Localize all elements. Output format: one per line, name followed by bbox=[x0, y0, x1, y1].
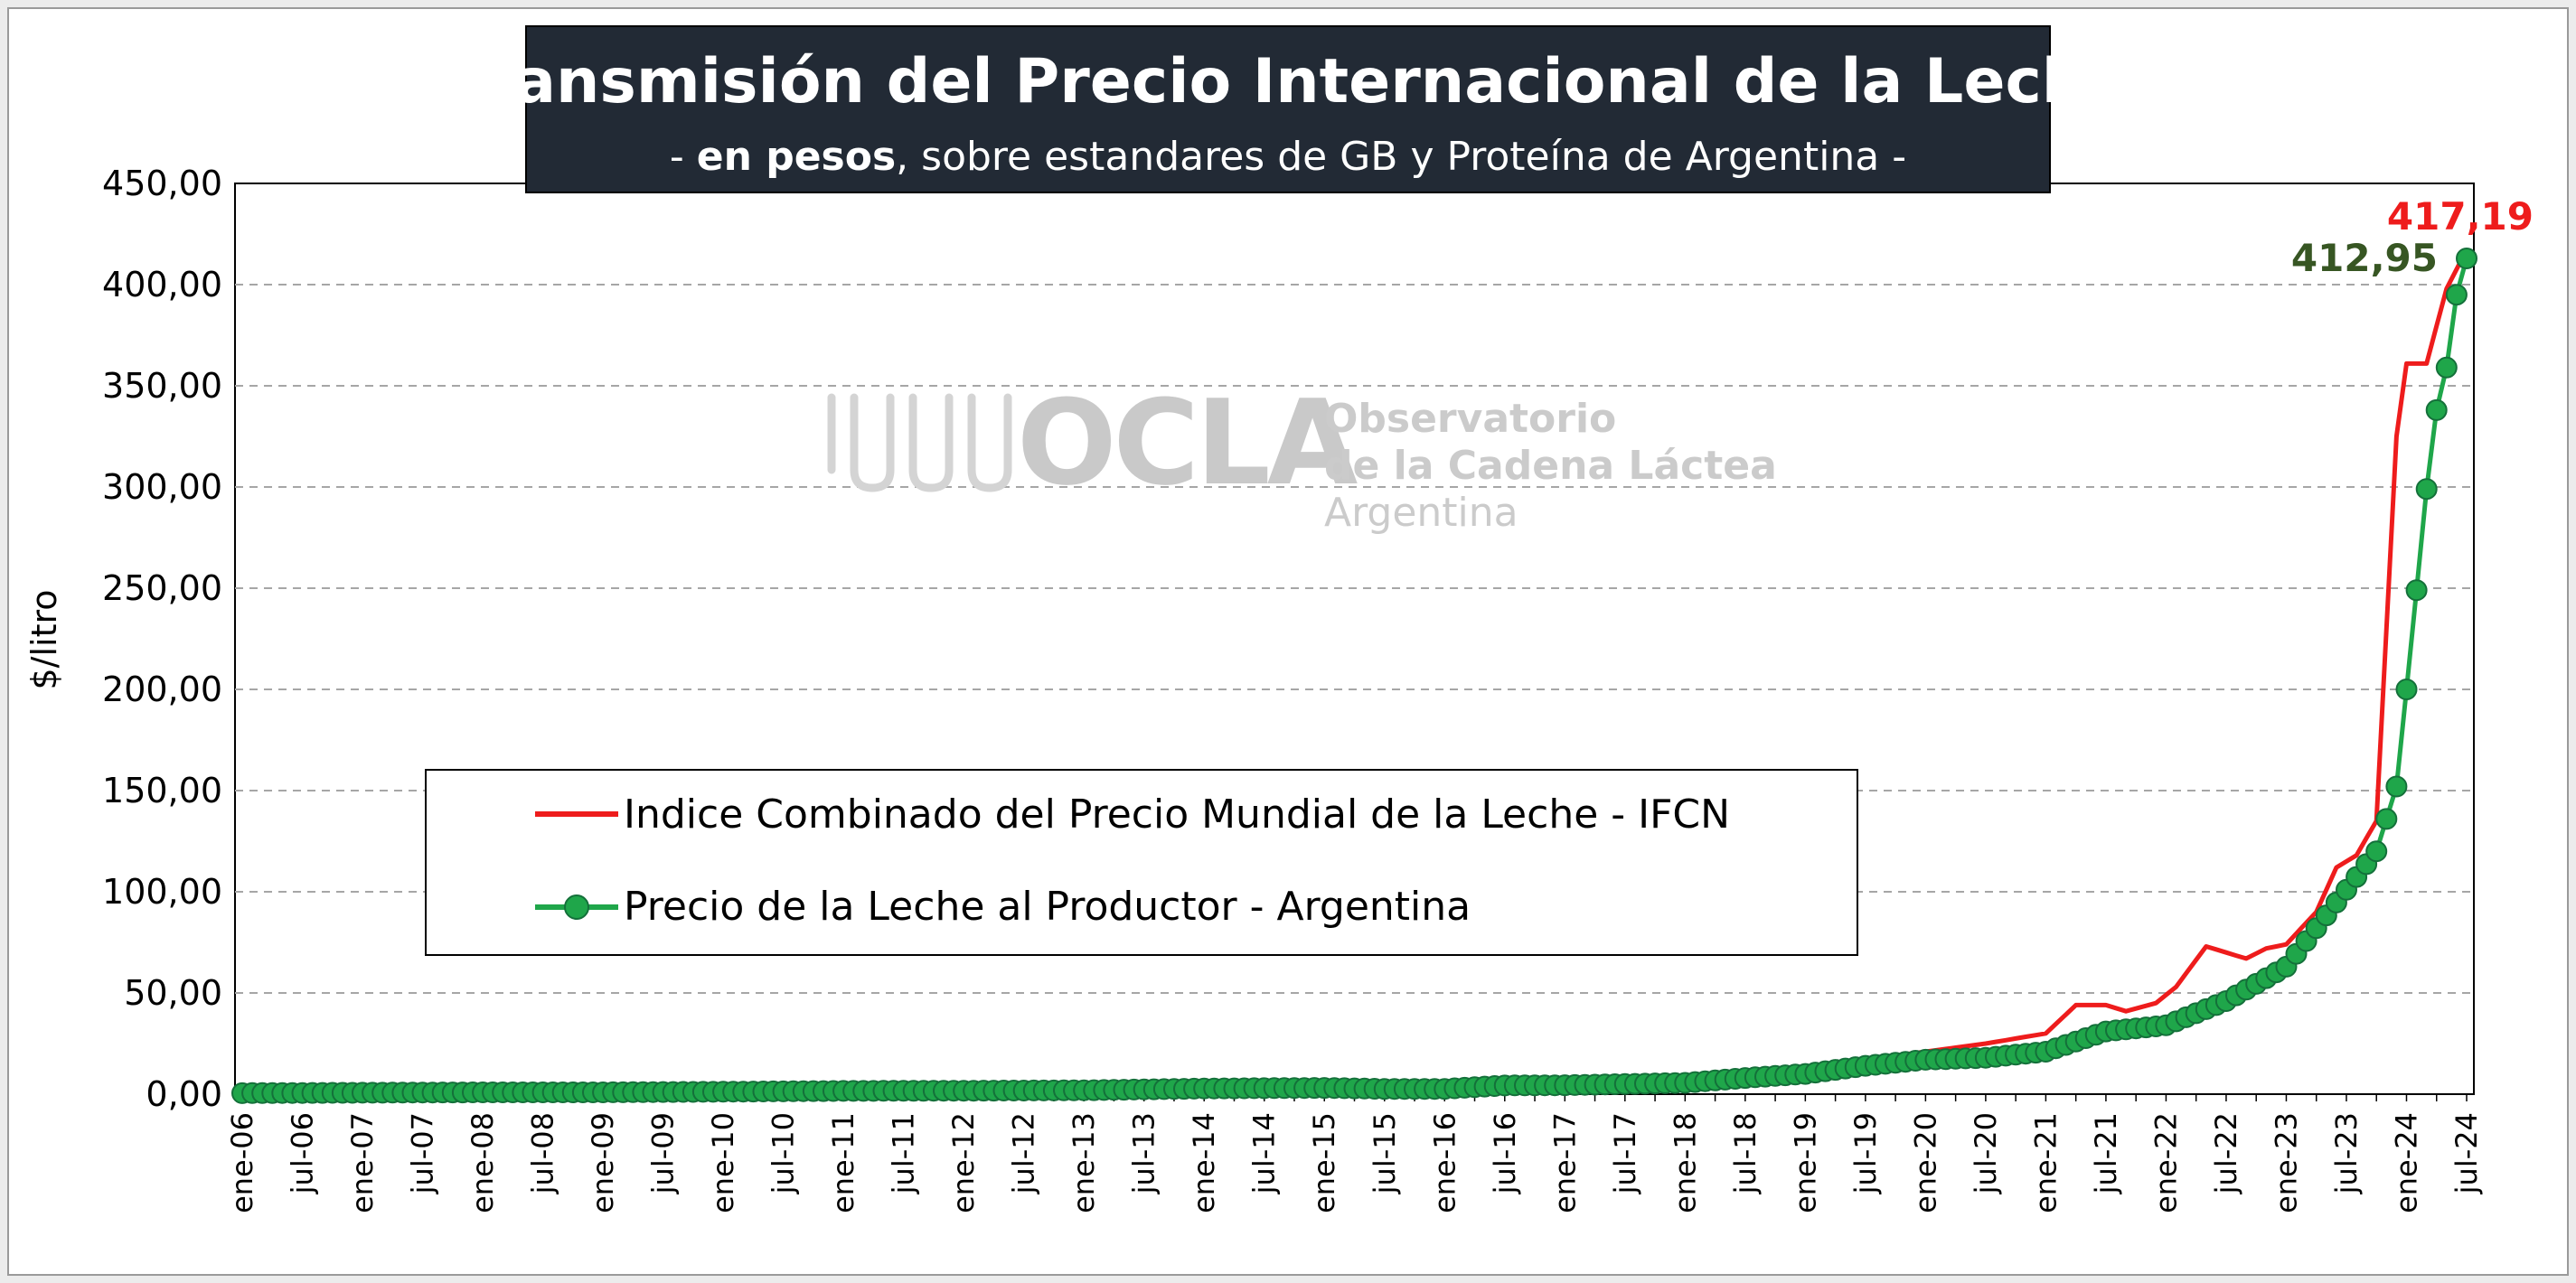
x-tick-label: ene-21 bbox=[2028, 1112, 2063, 1213]
x-tick-label: ene-06 bbox=[225, 1112, 259, 1213]
chart-subtitle: - en pesos, sobre estandares de GB y Pro… bbox=[670, 134, 1906, 180]
x-tick-label: jul-14 bbox=[1247, 1112, 1282, 1194]
x-tick-label: jul-17 bbox=[1608, 1112, 1642, 1194]
y-tick-label: 100,00 bbox=[102, 872, 222, 912]
y-tick-label: 250,00 bbox=[102, 568, 222, 608]
data-point bbox=[2405, 579, 2428, 602]
x-tick-label: ene-10 bbox=[706, 1112, 740, 1213]
x-tick-label: jul-12 bbox=[1007, 1112, 1041, 1194]
legend: Indice Combinado del Precio Mundial de l… bbox=[425, 769, 1858, 956]
x-tick-label: ene-08 bbox=[465, 1112, 500, 1213]
y-tick-label: 50,00 bbox=[124, 973, 222, 1013]
data-point bbox=[2415, 478, 2438, 501]
x-tick-label: ene-23 bbox=[2269, 1112, 2303, 1213]
x-tick-label: ene-17 bbox=[1547, 1112, 1582, 1213]
data-point bbox=[2395, 679, 2418, 700]
chart-title: Transmisión del Precio Internacional de … bbox=[449, 46, 2128, 117]
x-tick-label: jul-18 bbox=[1728, 1112, 1763, 1194]
x-tick-label: jul-11 bbox=[887, 1112, 921, 1194]
legend-label-ifcn: Indice Combinado del Precio Mundial de l… bbox=[624, 791, 1730, 838]
data-point bbox=[2456, 248, 2477, 269]
x-tick-label: ene-09 bbox=[586, 1112, 620, 1213]
series-layer bbox=[231, 248, 2477, 1104]
legend-marker-productor bbox=[564, 894, 589, 920]
x-tick-label: ene-12 bbox=[946, 1112, 981, 1213]
legend-label-productor: Precio de la Leche al Productor - Argent… bbox=[624, 884, 1471, 930]
x-tick-label: jul-21 bbox=[2089, 1112, 2123, 1194]
x-tick-label: ene-24 bbox=[2389, 1112, 2423, 1213]
data-point bbox=[2425, 398, 2448, 421]
x-tick-label: jul-19 bbox=[1848, 1112, 1883, 1194]
watermark-line3: Argentina bbox=[1324, 490, 1518, 536]
annotation-productor-last: 412,95 bbox=[2291, 236, 2438, 280]
x-tick-label: jul-20 bbox=[1969, 1112, 2003, 1194]
x-tick-label: jul-08 bbox=[526, 1112, 560, 1194]
x-tick-label: jul-06 bbox=[286, 1112, 320, 1194]
series-productor bbox=[231, 248, 2477, 1104]
watermark-line2: de la Cadena Láctea bbox=[1324, 443, 1777, 489]
x-tick-label: ene-22 bbox=[2148, 1112, 2183, 1213]
x-tick-label: jul-24 bbox=[2449, 1112, 2484, 1194]
watermark-line1: Observatorio bbox=[1324, 396, 1616, 442]
x-tick-label: jul-13 bbox=[1127, 1112, 1161, 1194]
ocla-watermark: OCLA Observatorio de la Cadena Láctea Ar… bbox=[827, 374, 1777, 536]
subtitle-prefix: - bbox=[670, 134, 697, 180]
y-tick-label: 200,00 bbox=[102, 670, 222, 709]
x-axis-ticks: ene-06 jul-06 ene-07 jul-07 ene-08 jul-08 ene-… bbox=[225, 1094, 2484, 1213]
data-point bbox=[2365, 840, 2388, 863]
x-tick-label: ene-19 bbox=[1788, 1112, 1822, 1213]
x-tick-label: jul-22 bbox=[2209, 1112, 2243, 1194]
subtitle-rest: , sobre estandares de GB y Proteína de A… bbox=[896, 134, 1906, 180]
x-tick-label: jul-07 bbox=[406, 1112, 440, 1194]
y-axis-label: $/litro bbox=[24, 589, 64, 689]
x-tick-label: ene-11 bbox=[826, 1112, 860, 1213]
x-tick-label: ene-13 bbox=[1067, 1112, 1101, 1213]
x-tick-label: ene-18 bbox=[1668, 1112, 1702, 1213]
data-point bbox=[2435, 356, 2458, 379]
x-tick-label: ene-16 bbox=[1427, 1112, 1462, 1213]
y-tick-label: 400,00 bbox=[102, 265, 222, 304]
data-point bbox=[2375, 808, 2398, 830]
y-tick-label: 300,00 bbox=[102, 467, 222, 507]
x-tick-label: jul-16 bbox=[1488, 1112, 1522, 1194]
x-tick-label: jul-15 bbox=[1368, 1112, 1402, 1194]
y-tick-label: 150,00 bbox=[102, 771, 222, 810]
data-point bbox=[2385, 775, 2408, 798]
subtitle-bold: en pesos bbox=[697, 134, 896, 180]
title-box: Transmisión del Precio Internacional de … bbox=[449, 25, 2128, 193]
data-point bbox=[2445, 284, 2468, 306]
y-tick-label: 0,00 bbox=[146, 1074, 222, 1114]
x-tick-label: jul-10 bbox=[766, 1112, 801, 1194]
watermark-logo-text: OCLA bbox=[1017, 374, 1358, 511]
plot-area bbox=[234, 183, 2475, 1095]
x-tick-label: jul-23 bbox=[2329, 1112, 2364, 1194]
y-tick-label: 350,00 bbox=[102, 366, 222, 406]
ocla-logo-icon bbox=[827, 393, 1012, 492]
x-tick-label: jul-09 bbox=[646, 1112, 681, 1194]
y-tick-label: 450,00 bbox=[102, 164, 222, 203]
x-tick-label: ene-07 bbox=[345, 1112, 380, 1213]
y-axis-ticks: 0,00 50,00 100,00 150,00 200,00 250,00 300,00 3… bbox=[102, 164, 222, 1114]
x-tick-label: ene-15 bbox=[1307, 1112, 1341, 1213]
x-tick-label: ene-20 bbox=[1908, 1112, 1942, 1213]
annotation-ifcn-last: 417,19 bbox=[2387, 194, 2534, 239]
x-tick-label: ene-14 bbox=[1187, 1112, 1221, 1213]
